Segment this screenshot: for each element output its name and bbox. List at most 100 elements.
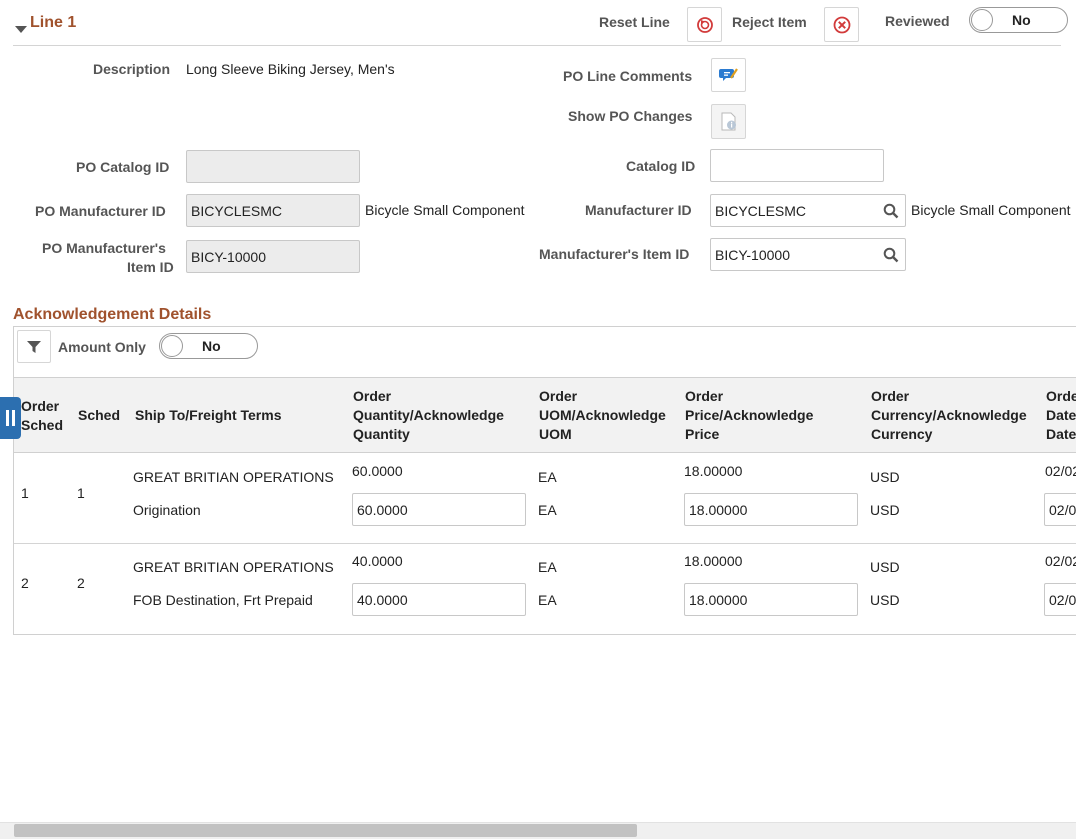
pause-bars-icon xyxy=(6,410,15,426)
row-ship-to: GREAT BRITIAN OPERATIONS xyxy=(133,469,334,485)
col-header-text: Date xyxy=(1046,426,1076,442)
col-header-text: Order xyxy=(539,388,578,404)
col-header-ship-to: Ship To/Freight Terms xyxy=(135,407,282,423)
col-header-date: Orde Date Date xyxy=(1046,387,1076,444)
col-header-quantity: Order Quantity/Acknowledge Quantity xyxy=(353,387,504,444)
ack-grid-frame xyxy=(13,326,1076,635)
ack-qty-input[interactable]: 60.0000 xyxy=(352,493,526,526)
col-header-uom: Order UOM/Acknowledge UOM xyxy=(539,387,666,444)
line-title[interactable]: Line 1 xyxy=(30,14,77,31)
col-header-text: Sched xyxy=(21,417,64,433)
manufacturer-id-input[interactable]: BICYCLESMC xyxy=(710,194,906,227)
reject-icon xyxy=(833,16,850,33)
row-order-price: 18.00000 xyxy=(684,553,743,569)
row-ack-currency: USD xyxy=(870,502,900,518)
row-order-qty: 60.0000 xyxy=(352,463,403,479)
ack-section-title: Acknowledgement Details xyxy=(13,306,212,323)
ack-date-input[interactable]: 02/0 xyxy=(1044,583,1076,616)
mfr-item-value: BICY-10000 xyxy=(715,246,790,263)
amount-only-toggle[interactable]: No xyxy=(159,333,258,359)
table-row xyxy=(14,453,1076,544)
row-order-date: 02/02 xyxy=(1045,463,1076,479)
row-freight-terms: Origination xyxy=(133,502,201,518)
col-header-text: Date xyxy=(1046,407,1076,423)
show-po-changes-label: Show PO Changes xyxy=(568,108,693,124)
ack-date-value: 02/0 xyxy=(1049,501,1076,518)
reject-item-button[interactable] xyxy=(824,7,859,42)
col-header-text: Price/Acknowledge xyxy=(685,407,814,423)
col-header-text: Quantity/Acknowledge xyxy=(353,407,504,423)
col-header-text: Order xyxy=(871,388,910,404)
filter-icon xyxy=(27,340,41,353)
reviewed-toggle-value: No xyxy=(1012,12,1031,28)
side-panel-handle[interactable] xyxy=(0,397,21,439)
reset-line-button[interactable] xyxy=(687,7,722,42)
row-sched: 2 xyxy=(77,575,85,591)
col-header-text: Order xyxy=(21,398,60,414)
po-mfr-item-label-line1: PO Manufacturer's xyxy=(42,240,166,256)
reset-line-label: Reset Line xyxy=(599,14,670,30)
collapse-icon[interactable] xyxy=(15,21,27,37)
po-manufacturer-id-label: PO Manufacturer ID xyxy=(35,203,166,219)
col-header-sched: Sched xyxy=(78,407,121,423)
ack-price-input[interactable]: 18.00000 xyxy=(684,493,858,526)
col-header-price: Order Price/Acknowledge Price xyxy=(685,387,813,444)
po-catalog-id-field xyxy=(186,150,360,183)
po-catalog-id-label: PO Catalog ID xyxy=(76,159,170,175)
row-order-qty: 40.0000 xyxy=(352,553,403,569)
header-divider xyxy=(13,45,1061,46)
col-header-order-sched: Order Sched xyxy=(21,397,63,435)
ack-date-input[interactable]: 02/0 xyxy=(1044,493,1076,526)
catalog-id-label: Catalog ID xyxy=(626,158,696,174)
po-manufacturer-description: Bicycle Small Component xyxy=(365,202,525,218)
col-header-text: Quantity xyxy=(353,426,410,442)
row-order-uom: EA xyxy=(538,469,557,485)
col-header-text: UOM/Acknowledge xyxy=(539,407,666,423)
col-header-currency: Order Currency/Acknowledge Currency xyxy=(871,387,1027,444)
description-value: Long Sleeve Biking Jersey, Men's xyxy=(186,61,395,77)
manufacturer-id-value: BICYCLESMC xyxy=(715,202,807,219)
row-order-uom: EA xyxy=(538,559,557,575)
search-icon[interactable] xyxy=(883,247,899,263)
reviewed-toggle[interactable]: No xyxy=(969,7,1068,33)
row-order-price: 18.00000 xyxy=(684,463,743,479)
col-header-text: Order xyxy=(685,388,724,404)
reviewed-label: Reviewed xyxy=(885,13,950,29)
row-order-currency: USD xyxy=(870,469,900,485)
search-icon[interactable] xyxy=(883,203,899,219)
toggle-knob xyxy=(161,335,183,357)
horizontal-scrollbar-thumb[interactable] xyxy=(14,824,637,837)
col-header-text: UOM xyxy=(539,426,572,442)
manufacturer-id-label: Manufacturer ID xyxy=(585,202,692,218)
amount-only-label: Amount Only xyxy=(58,339,146,355)
col-header-text: Currency/Acknowledge xyxy=(871,407,1027,423)
row-ack-currency: USD xyxy=(870,592,900,608)
po-mfr-item-label-line2: Item ID xyxy=(127,259,174,275)
ack-price-input[interactable]: 18.00000 xyxy=(684,583,858,616)
amount-only-toggle-value: No xyxy=(202,338,221,354)
po-line-comments-button[interactable] xyxy=(711,58,746,92)
ack-date-value: 02/0 xyxy=(1049,591,1076,608)
row-order-currency: USD xyxy=(870,559,900,575)
row-ack-uom: EA xyxy=(538,502,557,518)
show-po-changes-button[interactable] xyxy=(711,104,746,139)
row-sched: 1 xyxy=(77,485,85,501)
mfr-item-label: Manufacturer's Item ID xyxy=(539,246,690,262)
ack-qty-input[interactable]: 40.0000 xyxy=(352,583,526,616)
col-header-text: Currency xyxy=(871,426,933,442)
filter-button[interactable] xyxy=(17,330,51,363)
reset-icon xyxy=(696,16,713,33)
col-header-text: Order xyxy=(353,388,392,404)
mfr-item-input[interactable]: BICY-10000 xyxy=(710,238,906,271)
col-header-text: Price xyxy=(685,426,720,442)
grid-header-row xyxy=(14,377,1076,453)
catalog-id-input[interactable] xyxy=(710,149,884,182)
row-freight-terms: FOB Destination, Frt Prepaid xyxy=(133,592,313,608)
description-label: Description xyxy=(93,61,171,77)
po-line-comments-label: PO Line Comments xyxy=(563,68,693,84)
row-order-sched: 1 xyxy=(21,485,29,501)
table-row xyxy=(14,544,1076,634)
reject-item-label: Reject Item xyxy=(732,14,807,30)
po-manufacturer-id-field: BICYCLESMC xyxy=(186,194,360,227)
document-info-icon xyxy=(721,112,736,130)
